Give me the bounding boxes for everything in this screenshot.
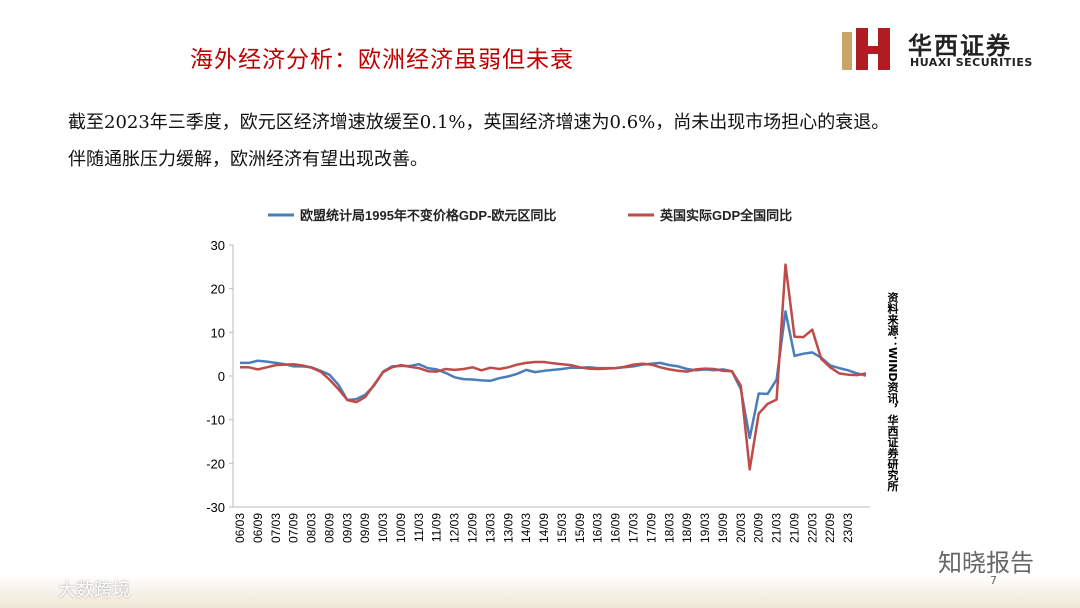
x-tick-label: 18/03 [662,513,676,543]
x-tick-label: 21/03 [770,513,784,543]
y-tick-label: 30 [211,238,225,253]
x-tick-label: 22/03 [805,513,819,543]
x-tick-label: 22/09 [823,513,837,543]
x-tick-label: 17/03 [626,513,640,543]
x-tick-label: 13/09 [501,513,515,543]
x-tick-label: 18/09 [680,513,694,543]
y-tick-label: -20 [206,456,225,471]
y-tick-label: 20 [211,282,225,297]
x-tick-label: 08/09 [322,513,336,543]
x-tick-label: 12/09 [466,513,480,543]
x-tick-label: 07/09 [287,513,301,543]
x-tick-label: 19/09 [716,513,730,543]
watermark: 大数跨境 [58,580,130,601]
logo-name: 华西证券 [908,32,1012,60]
y-tick-label: -10 [206,413,225,428]
slide-title: 海外经济分析：欧洲经济虽弱但未衰 [190,47,574,73]
x-tick-label: 23/03 [841,513,855,543]
watermark: 知晓报告 [938,549,1034,577]
legend-label: 英国实际GDP全国同比 [659,208,792,223]
x-tick-label: 14/03 [519,513,533,543]
x-tick-label: 06/09 [251,513,265,543]
x-tick-label: 07/03 [269,513,283,543]
x-tick-label: 17/09 [644,513,658,543]
x-tick-label: 09/09 [358,513,372,543]
x-tick-label: 06/03 [233,513,247,543]
body-text: 截至2023年三季度，欧元区经济增速放缓至0.1%，英国经济增速为0.6%，尚未… [68,112,890,133]
legend-label: 欧盟统计局1995年不变价格GDP-欧元区同比 [300,208,556,223]
x-tick-label: 16/03 [591,513,605,543]
x-tick-label: 12/03 [448,513,462,543]
chart: 30 20 10 0 -10 -20 -30 06/03 06/09 07/03 07/09 08/0… [206,208,870,543]
source-note: 资料来源：WIND资讯，华西证券研究所 [886,292,899,492]
logo-en: HUAXI SECURITIES [910,56,1033,69]
x-tick-label: 15/03 [555,513,569,543]
x-tick-label: 11/03 [412,513,426,542]
x-tick-label: 19/03 [698,513,712,543]
x-tick-label: 10/09 [394,513,408,543]
x-tick-label: 08/03 [305,513,319,543]
x-tick-label: 21/09 [787,513,801,543]
page-number: 7 [990,574,997,587]
body-text: 伴随通胀压力缓解，欧洲经济有望出现改善。 [68,149,428,170]
logo-icon [842,28,890,70]
x-tick-label: 16/09 [609,513,623,543]
y-tick-label: -30 [206,500,225,515]
series-line [240,263,867,471]
y-tick-label: 10 [211,325,225,340]
y-tick-label: 0 [218,369,225,384]
x-tick-label: 13/03 [483,513,497,543]
x-tick-label: 09/03 [340,513,354,543]
footer-band [0,575,1080,608]
x-tick-label: 20/03 [734,513,748,543]
x-tick-label: 10/03 [376,513,390,543]
x-tick-label: 20/09 [752,513,766,543]
x-tick-label: 11/09 [430,513,444,542]
x-tick-label: 14/09 [537,513,551,543]
x-tick-label: 15/09 [573,513,587,543]
series-line [240,310,867,440]
